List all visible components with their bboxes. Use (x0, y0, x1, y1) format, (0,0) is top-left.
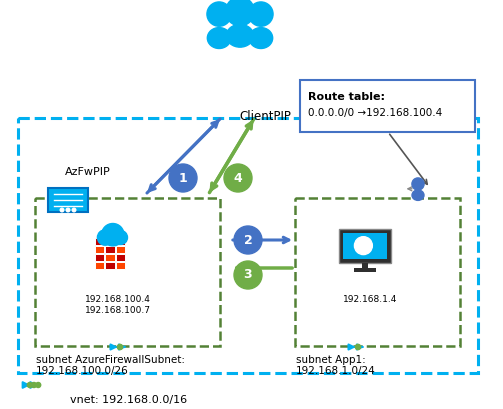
Bar (105, 262, 115, 268)
Circle shape (207, 2, 231, 26)
Text: vnet: 192.168.0.0/16: vnet: 192.168.0.0/16 (70, 395, 187, 405)
Bar (18, 118, 478, 373)
Bar (105, 254, 115, 261)
Bar (362, 263, 368, 269)
Bar (116, 254, 125, 261)
Bar (95, 254, 104, 261)
Text: AzFwPIP: AzFwPIP (65, 167, 111, 177)
Bar (295, 198, 460, 346)
Bar (354, 268, 376, 272)
Text: 4: 4 (233, 171, 242, 184)
Text: ClientPIP: ClientPIP (239, 110, 291, 123)
Circle shape (355, 237, 372, 254)
Ellipse shape (207, 27, 231, 49)
Bar (35, 198, 220, 346)
Circle shape (249, 2, 273, 26)
Circle shape (72, 208, 76, 212)
Text: Route table:: Route table: (308, 92, 385, 102)
Bar (116, 238, 125, 245)
Text: 3: 3 (243, 268, 253, 281)
Ellipse shape (226, 25, 254, 47)
Bar (95, 246, 104, 253)
Circle shape (36, 382, 41, 387)
Bar (98, 235, 127, 243)
Text: 192.168.100.7: 192.168.100.7 (85, 306, 151, 315)
Bar (340, 229, 391, 263)
Circle shape (117, 344, 123, 350)
Text: 0.0.0.0/0 →192.168.100.4: 0.0.0.0/0 →192.168.100.4 (308, 108, 442, 118)
Bar (48, 188, 88, 212)
Bar (300, 80, 475, 132)
Circle shape (224, 164, 252, 192)
Ellipse shape (249, 27, 273, 49)
Text: 192.168.100.4: 192.168.100.4 (85, 295, 151, 304)
Text: 192.168.1.0/24: 192.168.1.0/24 (296, 366, 376, 376)
Bar (105, 246, 115, 253)
Text: 192.168.1.4: 192.168.1.4 (343, 295, 397, 304)
Bar (95, 262, 104, 268)
Circle shape (114, 231, 127, 245)
Text: 2: 2 (243, 234, 253, 247)
Ellipse shape (412, 190, 424, 200)
Circle shape (355, 344, 361, 350)
Circle shape (412, 178, 424, 190)
Circle shape (98, 230, 113, 245)
Bar (95, 238, 104, 245)
Circle shape (27, 382, 32, 387)
Circle shape (60, 208, 64, 212)
Bar (343, 233, 387, 259)
Text: 1: 1 (179, 171, 188, 184)
Bar (116, 262, 125, 268)
Circle shape (234, 261, 262, 289)
Bar (116, 246, 125, 253)
Circle shape (32, 382, 37, 387)
Circle shape (169, 164, 197, 192)
Bar (105, 238, 115, 245)
Text: subnet App1:: subnet App1: (296, 355, 366, 365)
Text: subnet AzureFirewallSubnet:: subnet AzureFirewallSubnet: (36, 355, 185, 365)
Circle shape (102, 223, 124, 246)
Circle shape (234, 226, 262, 254)
Circle shape (225, 0, 255, 26)
Text: 192.168.100.0/26: 192.168.100.0/26 (36, 366, 129, 376)
Circle shape (66, 208, 70, 212)
